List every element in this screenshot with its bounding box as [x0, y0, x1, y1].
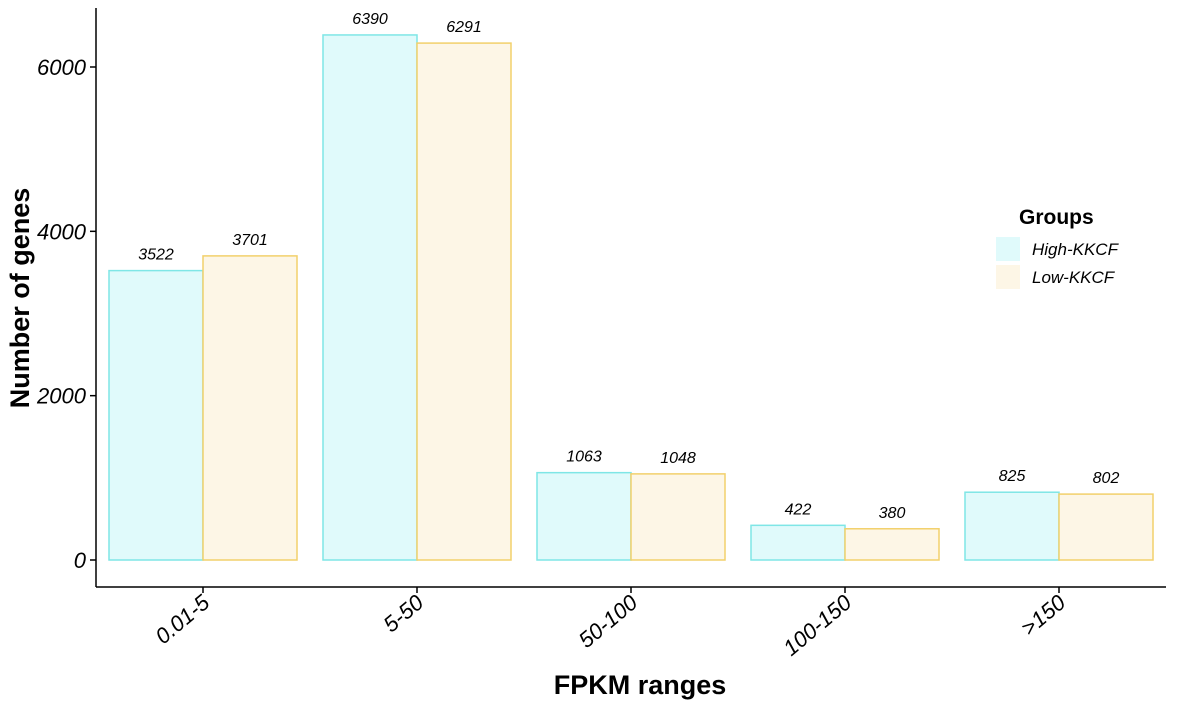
data-label: 422	[785, 501, 812, 518]
x-tick-label: >150	[1016, 589, 1071, 640]
bar-high-kkcf-3	[750, 524, 846, 561]
data-label: 3522	[138, 247, 174, 264]
data-label: 3701	[232, 232, 268, 249]
bar-low-kkcf-1	[416, 42, 512, 561]
bar-high-kkcf-4	[964, 491, 1060, 561]
bar-high-kkcf-2	[536, 471, 632, 561]
data-labels-layer: 3522 3701 6390 6291 1063 1048 422 380 825 802	[138, 11, 1119, 522]
bar-low-kkcf-0	[202, 255, 298, 561]
bar-low-kkcf-3	[844, 528, 940, 561]
bar-low-kkcf-2	[630, 473, 726, 561]
data-label: 1063	[566, 449, 602, 466]
x-tick-label: 50-100	[574, 589, 643, 653]
legend-swatch-low-kkcf	[996, 265, 1020, 289]
data-label: 6390	[352, 11, 388, 28]
legend-title: Groups	[1019, 206, 1094, 229]
legend-label: High-KKCF	[1032, 240, 1120, 259]
x-ticks-layer: 0.01-5 5-50 50-100 100-150 >150	[150, 587, 1071, 661]
legend-label: Low-KKCF	[1032, 268, 1116, 287]
data-label: 380	[879, 505, 906, 522]
data-label: 6291	[446, 19, 482, 36]
bars-layer	[108, 34, 1154, 561]
x-tick-label: 0.01-5	[150, 589, 214, 649]
y-axis-title: Number of genes	[5, 188, 35, 409]
bar-high-kkcf-1	[322, 34, 418, 561]
legend-swatch-high-kkcf	[996, 237, 1020, 261]
x-tick-label: 5-50	[378, 589, 428, 637]
y-tick-label: 6000	[37, 55, 87, 80]
bar-low-kkcf-4	[1058, 493, 1154, 561]
x-tick-label: 100-150	[778, 589, 857, 661]
y-tick-label: 0	[74, 548, 87, 573]
data-label: 1048	[660, 450, 696, 467]
legend: Groups High-KKCF Low-KKCF	[996, 206, 1120, 289]
data-label: 825	[999, 468, 1026, 485]
y-tick-label: 2000	[36, 384, 87, 409]
y-ticks-layer: 0 2000 4000 6000	[36, 55, 96, 573]
legend-items: High-KKCF Low-KKCF	[996, 237, 1120, 289]
data-label: 802	[1093, 470, 1120, 487]
x-axis-title: FPKM ranges	[554, 670, 727, 700]
y-tick-label: 4000	[37, 219, 87, 244]
bar-high-kkcf-0	[108, 269, 204, 561]
